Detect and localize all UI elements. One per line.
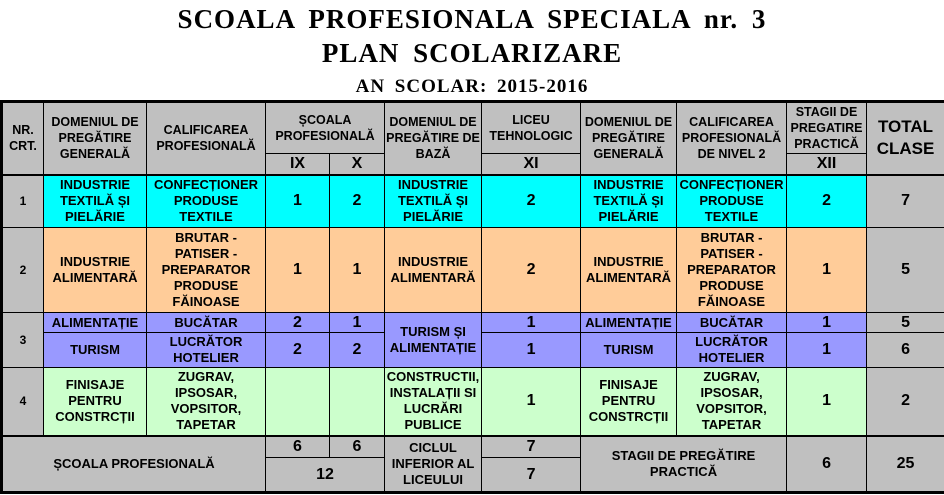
calificare-cell: BUCĂTAR — [146, 312, 266, 333]
xi-cell: 1 — [481, 312, 582, 333]
header-ix: IX — [265, 153, 330, 175]
xii-cell: 1 — [786, 367, 868, 436]
domeniu-cell: TURISM — [43, 332, 147, 368]
footer-stagii-total: 6 — [786, 434, 868, 493]
footer-xi-total: 7 — [481, 434, 582, 458]
xii-cell: 1 — [786, 227, 868, 313]
domeniu-cell: INDUSTRIE TEXTILĂ ȘI PIELĂRIE — [43, 173, 147, 228]
header-calificare-nivel-2: CALIFICAREA PROFESIONALĂ DE NIVEL 2 — [676, 101, 788, 175]
row-nr: 1 — [1, 173, 44, 228]
table-row: 3 ALIMENTAȚIE BUCĂTAR 2 1 TURISM ȘI ALIM… — [1, 312, 944, 368]
domeniu2-cell: FINISAJE PENTRU CONSTRCȚII — [580, 367, 678, 436]
footer-ix-total: 6 — [265, 434, 330, 458]
footer-scoala-label: ȘCOALA PROFESIONALĂ — [1, 434, 266, 493]
calificare-cell: BRUTAR - PATISER - PREPARATOR PRODUSE FĂ… — [146, 227, 266, 313]
domeniu-cell: INDUSTRIE ALIMENTARĂ — [43, 227, 147, 313]
footer-scoala-total: 12 — [264, 457, 386, 493]
ix-cell: 1 — [265, 227, 330, 313]
footer-x-total: 6 — [328, 434, 386, 458]
row-nr: 3 — [1, 312, 44, 368]
footer-ciclul-label: CICLUL INFERIOR AL LICEULUI — [384, 434, 483, 493]
domeniu-baza-cell: CONSTRUCTII, INSTALAȚII SI LUCRĂRI PUBLI… — [384, 367, 483, 436]
total-cell: 2 — [866, 367, 944, 436]
table-row: 2 INDUSTRIE ALIMENTARĂ BRUTAR - PATISER … — [1, 227, 944, 313]
header-liceu: LICEU TEHNOLOGIC — [481, 101, 582, 154]
calificare2-cell: ZUGRAV, IPSOSAR, VOPSITOR, TAPETAR — [676, 367, 788, 436]
xii-cell: 1 — [786, 332, 868, 368]
header-stagii: STAGII DE PREGATIRE PRACTICĂ — [786, 101, 868, 154]
ix-cell — [265, 367, 330, 436]
domeniu-cell: FINISAJE PENTRU CONSTRCȚII — [43, 367, 147, 436]
domeniu2-cell: ALIMENTAȚIE — [580, 312, 678, 333]
calificare2-cell: BUCĂTAR — [676, 312, 788, 333]
domeniu-baza-cell: TURISM ȘI ALIMENTAȚIE — [384, 312, 483, 368]
footer-row: ȘCOALA PROFESIONALĂ 6 6 CICLUL INFERIOR … — [1, 434, 944, 493]
calificare2-cell: LUCRĂTOR HOTELIER — [676, 332, 788, 368]
calificare2-cell: BRUTAR - PATISER - PREPARATOR PRODUSE FĂ… — [676, 227, 788, 313]
calificare-cell: LUCRĂTOR HOTELIER — [146, 332, 266, 368]
xi-cell: 1 — [481, 367, 582, 436]
total-cell: 7 — [866, 173, 944, 228]
xi-cell: 1 — [481, 332, 582, 368]
ix-cell: 1 — [265, 173, 330, 228]
header-scoala-profesionala: ȘCOALA PROFESIONALĂ — [264, 101, 386, 154]
xi-cell: 2 — [481, 173, 582, 228]
total-cell: 5 — [866, 312, 944, 333]
domeniu-baza-cell: INDUSTRIE ALIMENTARĂ — [384, 227, 483, 313]
table-row: TURISM LUCRĂTOR HOTELIER 2 2 1 TURISM LU… — [2, 332, 944, 368]
x-cell: 2 — [328, 332, 386, 368]
total-cell: 6 — [866, 332, 944, 368]
row-nr: 2 — [1, 227, 44, 313]
ix-cell: 2 — [265, 332, 330, 368]
domeniu2-cell: TURISM — [580, 332, 678, 368]
footer-row: 12 7 — [2, 457, 944, 493]
domeniu-baza-cell: INDUSTRIE TEXTILĂ ȘI PIELĂRIE — [384, 173, 483, 228]
footer-liceu-total: 7 — [481, 457, 582, 493]
header-calificare: CALIFICAREA PROFESIONALĂ — [146, 101, 266, 175]
header-total: TOTAL CLASE — [866, 101, 944, 175]
header-domeniu-general-2: DOMENIUL DE PREGĂTIRE GENERALĂ — [580, 101, 678, 175]
xii-cell: 2 — [786, 173, 868, 228]
xi-cell: 2 — [481, 227, 582, 313]
domeniu2-cell: INDUSTRIE ALIMENTARĂ — [580, 227, 678, 313]
footer-stagii-label: STAGII DE PREGĂTIRE PRACTICĂ — [580, 434, 788, 493]
ix-cell: 2 — [265, 312, 330, 333]
calificare-cell: CONFECȚIONER PRODUSE TEXTILE — [146, 173, 266, 228]
school-year: AN SCOLAR: 2015-2016 — [355, 76, 589, 97]
calificare-cell: ZUGRAV, IPSOSAR, VOPSITOR, TAPETAR — [146, 367, 266, 436]
header-domeniu-general: DOMENIUL DE PREGĂTIRE GENERALĂ — [43, 101, 147, 175]
enrollment-plan-table: NR. CRT. DOMENIUL DE PREGĂTIRE GENERALĂ … — [0, 100, 944, 494]
table-row: 1 INDUSTRIE TEXTILĂ ȘI PIELĂRIE CONFECȚI… — [1, 173, 944, 228]
header-nr: NR. CRT. — [1, 101, 44, 175]
x-cell: 1 — [328, 227, 386, 313]
xii-cell: 1 — [786, 312, 868, 333]
table-row: 4 FINISAJE PENTRU CONSTRCȚII ZUGRAV, IPS… — [1, 367, 944, 436]
x-cell — [328, 367, 386, 436]
domeniu2-cell: INDUSTRIE TEXTILĂ ȘI PIELĂRIE — [580, 173, 678, 228]
header-xii: XII — [786, 153, 868, 175]
total-cell: 5 — [866, 227, 944, 313]
plan-title: PLAN SCOLARIZARE — [321, 38, 623, 68]
x-cell: 2 — [328, 173, 386, 228]
header-domeniu-baza: DOMENIUL DE PREGĂTIRE DE BAZĂ — [384, 101, 483, 175]
x-cell: 1 — [328, 312, 386, 333]
header-xi: XI — [481, 153, 582, 175]
school-title: SCOALA PROFESIONALA SPECIALA nr. 3 — [177, 4, 767, 34]
calificare2-cell: CONFECȚIONER PRODUSE TEXTILE — [676, 173, 788, 228]
footer-grand-total: 25 — [866, 434, 944, 493]
domeniu-cell: ALIMENTAȚIE — [43, 312, 147, 333]
row-nr: 4 — [1, 367, 44, 436]
header-x: X — [328, 153, 386, 175]
